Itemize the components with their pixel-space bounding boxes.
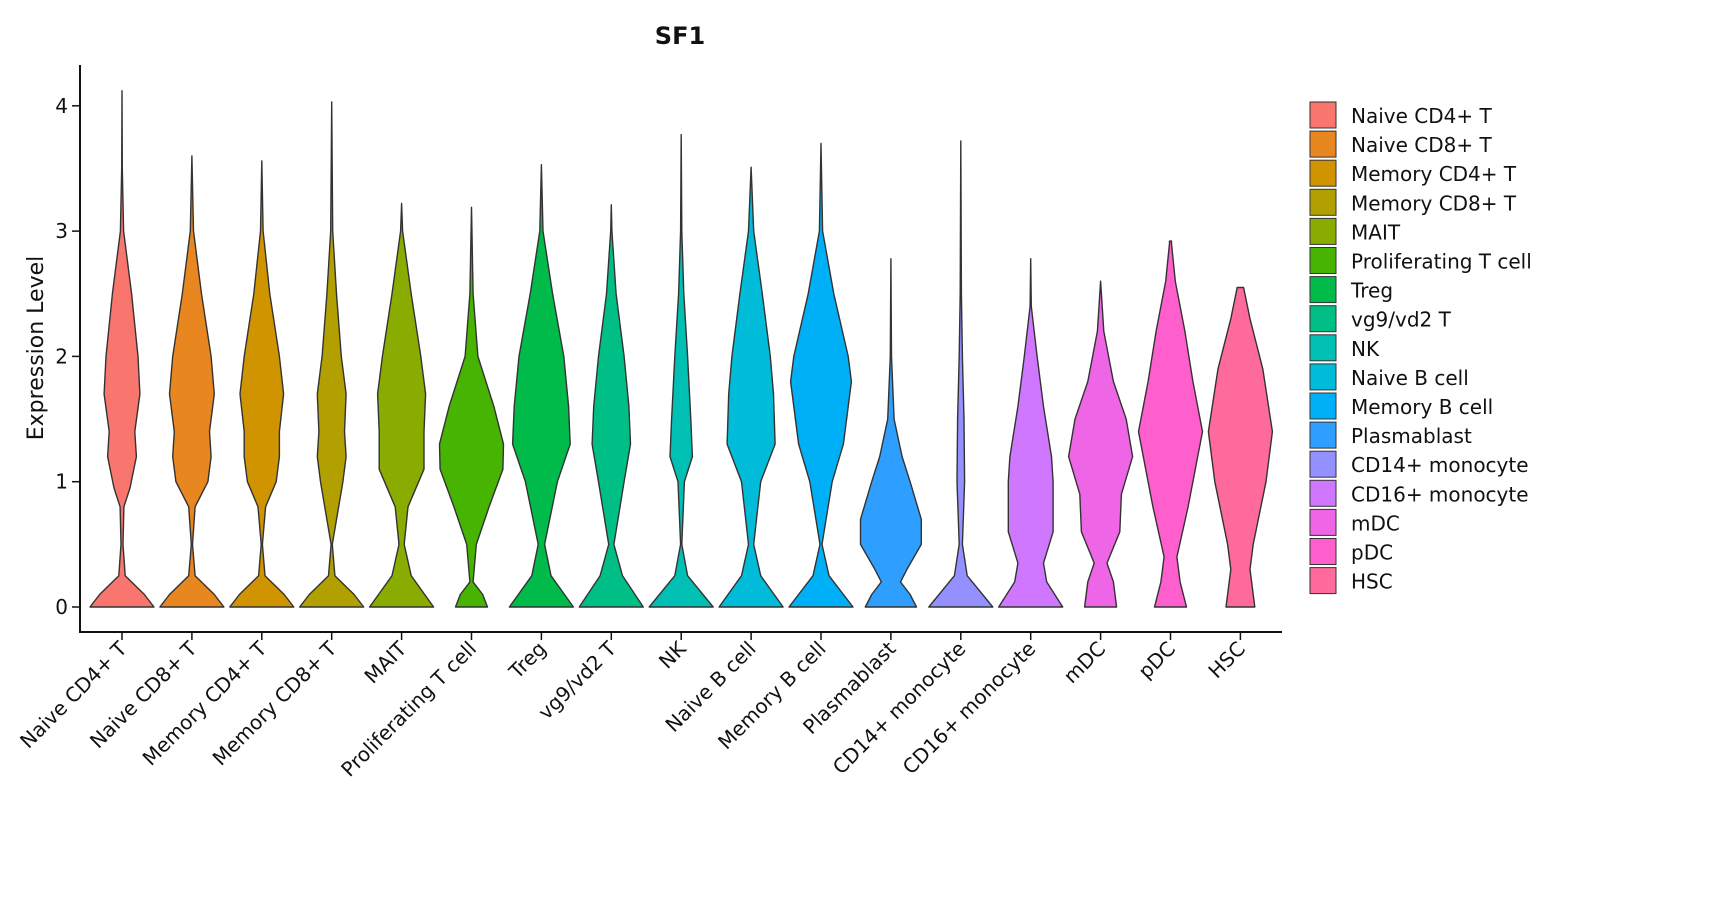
x-tick-label: Memory CD8+ T: [208, 636, 342, 770]
legend-swatch: [1309, 450, 1337, 478]
violin-3: [299, 101, 365, 608]
x-tick-label: HSC: [1203, 637, 1249, 683]
violin-0: [89, 90, 155, 608]
violin-7: [578, 204, 644, 608]
legend-label: Plasmablast: [1351, 424, 1472, 448]
legend-label: MAIT: [1351, 220, 1401, 244]
y-tick-label: 0: [55, 595, 68, 619]
legend-swatch: [1309, 159, 1337, 187]
legend-label: Memory CD4+ T: [1351, 162, 1517, 186]
x-tick-label: pDC: [1133, 637, 1180, 684]
x-tick-label: MAIT: [359, 636, 411, 688]
legend-label: Proliferating T cell: [1351, 250, 1532, 274]
violin-9: [718, 166, 784, 608]
violin-1: [159, 155, 225, 608]
violin-6: [508, 164, 575, 608]
legend-label: NK: [1351, 337, 1380, 361]
x-tick-label: CD14+ monocyte: [828, 637, 971, 780]
x-tick-label: CD16+ monocyte: [898, 637, 1041, 780]
violin-12: [928, 140, 994, 608]
legend-swatch: [1309, 101, 1337, 129]
violin-10: [788, 142, 854, 608]
x-tick-label: NK: [654, 636, 691, 673]
legend-swatch: [1309, 276, 1337, 304]
legend-label: Treg: [1350, 279, 1393, 303]
legend-swatch: [1309, 247, 1337, 274]
y-tick-label: 2: [55, 344, 68, 368]
legend-swatch: [1309, 130, 1337, 158]
y-tick-label: 3: [55, 219, 68, 243]
violin-8: [648, 133, 714, 608]
legend-label: vg9/vd2 T: [1351, 308, 1452, 332]
legend-label: CD14+ monocyte: [1351, 453, 1529, 477]
legend-swatch: [1309, 421, 1337, 449]
legend: Naive CD4+ T Naive CD8+ T Memory CD4+ T Mem…: [1309, 101, 1532, 595]
legend-swatch: [1309, 567, 1337, 595]
violin-2: [229, 160, 295, 608]
legend-swatch: [1309, 479, 1337, 507]
legend-swatch: [1309, 217, 1337, 245]
legend-swatch: [1309, 363, 1337, 391]
legend-label: Memory CD8+ T: [1351, 191, 1517, 215]
legend-swatch: [1309, 538, 1337, 565]
violin-4: [368, 202, 435, 608]
legend-label: Naive CD4+ T: [1351, 104, 1492, 128]
legend-label: HSC: [1351, 570, 1393, 594]
legend-label: CD16+ monocyte: [1351, 482, 1529, 506]
x-tick-label: mDC: [1059, 637, 1111, 689]
violin-13: [998, 258, 1064, 608]
legend-swatch: [1309, 508, 1337, 536]
violin-11: [859, 258, 922, 608]
violin-14: [1067, 280, 1134, 608]
x-tick-label: Proliferating T cell: [336, 637, 481, 782]
legend-label: Memory B cell: [1351, 395, 1493, 419]
violins: [89, 90, 1274, 608]
legend-label: mDC: [1351, 511, 1400, 535]
y-tick-label: 4: [55, 94, 68, 118]
x-tick-label: Memory CD4+ T: [138, 636, 272, 770]
legend-swatch: [1309, 392, 1337, 420]
legend-label: Naive CD8+ T: [1351, 133, 1492, 157]
legend-swatch: [1309, 334, 1337, 362]
y-axis-label: Expression Level: [24, 256, 49, 441]
violin-16: [1207, 286, 1274, 608]
y-tick-label: 1: [55, 470, 68, 494]
violin-15: [1137, 240, 1204, 608]
chart-title: SF1: [655, 22, 705, 50]
legend-swatch: [1309, 188, 1337, 216]
violin-5: [438, 206, 505, 608]
legend-label: Naive B cell: [1351, 366, 1469, 390]
x-tick-label: Treg: [504, 637, 551, 684]
legend-label: pDC: [1351, 541, 1393, 565]
legend-swatch: [1309, 305, 1337, 333]
